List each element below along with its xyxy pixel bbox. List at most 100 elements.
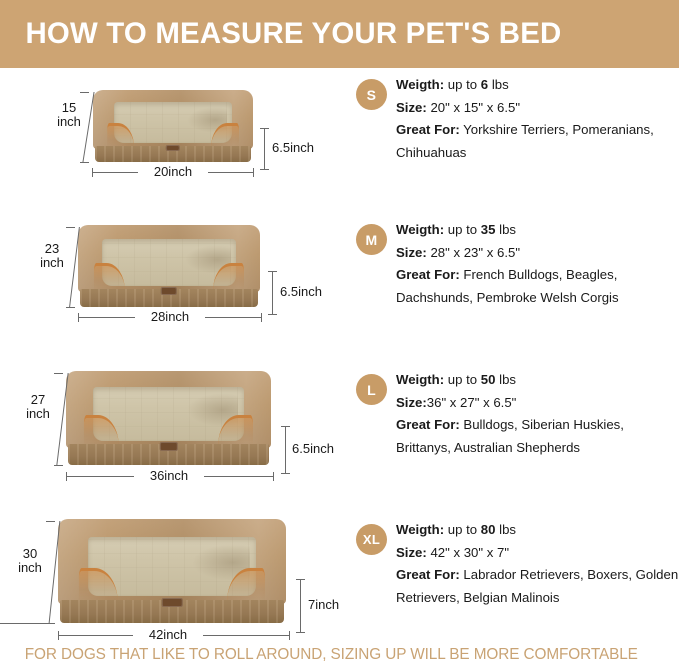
dim-tick-width-right-l	[273, 472, 274, 481]
size-info-m: M Weigth: up to 35 lbs Size: 28" x 23" x…	[345, 205, 679, 355]
dim-tick-width-left-m	[78, 313, 79, 322]
dim-label-height-m: 6.5inch	[280, 284, 322, 299]
bed-figure-s: 15 inch 20inch 6.5inch	[0, 68, 345, 218]
great-for-line-s: Great For: Yorkshire Terriers, Pomerania…	[396, 119, 679, 164]
weight-line-l: Weigth: up to 50 lbs	[396, 369, 679, 392]
great-for-value-m: French Bulldogs, Beagles, Dachshunds, Pe…	[396, 267, 619, 306]
bed-base	[94, 146, 252, 162]
great-for-value-xl: Labrador Retrievers, Boxers, Golden Retr…	[396, 567, 679, 606]
dim-label-depth-s: 15 inch	[57, 100, 81, 130]
dim-tick-width-left-s	[92, 168, 93, 177]
size-value-s: 20" x 15" x 6.5"	[426, 99, 521, 115]
dim-label-height-l: 6.5inch	[292, 441, 334, 456]
dim-tick-height-bottom-xl	[296, 632, 305, 633]
size-details-xl: Weigth: up to 80 lbs Size: 42" x 30" x 7…	[396, 519, 679, 610]
bed-cushion	[87, 536, 257, 596]
weight-line-xl: Weigth: up to 80 lbs	[396, 519, 679, 542]
bed-brand-patch	[161, 598, 183, 608]
weight-label-l: Weigth:	[396, 372, 445, 387]
dim-tick-height-top-xl	[296, 579, 305, 580]
dim-tick-width-right-m	[261, 313, 262, 322]
footer: FOR DOGS THAT LIKE TO ROLL AROUND, SIZIN…	[0, 646, 679, 664]
dim-tick-height-top-l	[281, 426, 290, 427]
size-line-s: Size: 20" x 15" x 6.5"	[396, 97, 679, 120]
dim-line-height-l	[285, 426, 286, 474]
dim-label-height-s: 6.5inch	[272, 140, 314, 155]
weight-label-m: Weigth:	[396, 222, 445, 237]
bed-figure-xl: 30 inch 42inch 7inch	[0, 505, 345, 665]
weight-value-m: 35	[480, 222, 496, 237]
size-row-xl: 30 inch 42inch 7inch XL Weigth: up to 80…	[0, 505, 679, 665]
bed-brand-patch	[165, 144, 181, 152]
size-label-s: Size:	[396, 99, 427, 115]
great-for-value-l: Bulldogs, Siberian Huskies, Brittanys, A…	[396, 417, 624, 456]
bed-illustration-m	[78, 225, 260, 307]
great-for-line-m: Great For: French Bulldogs, Beagles, Dac…	[396, 264, 679, 309]
dim-tick-height-bottom-l	[281, 473, 290, 474]
bed-brand-patch	[160, 287, 178, 295]
dim-tick-depth-bottom-m	[66, 307, 75, 308]
size-value-m: 28" x 23" x 6.5"	[426, 244, 521, 260]
bed-figure-m: 23 inch 28inch 6.5inch	[0, 205, 345, 355]
dim-tick-depth-bottom-s	[80, 162, 89, 163]
weight-value-l: 50	[480, 372, 496, 387]
size-label-xl: Size:	[396, 544, 427, 560]
dim-tick-depth-top-l	[54, 373, 63, 374]
size-label-m: Size:	[396, 244, 427, 260]
dim-line-height-s	[264, 128, 265, 170]
bed-illustration-s	[93, 90, 253, 162]
dim-label-depth-m: 23 inch	[40, 241, 64, 271]
size-info-s: S Weigth: up to 6 lbs Size: 20" x 15" x …	[345, 68, 679, 218]
dim-label-height-xl: 7inch	[308, 597, 340, 612]
dim-label-depth-xl: 30 inch	[18, 546, 42, 576]
size-badge-l: L	[356, 374, 387, 405]
weight-line-m: Weigth: up to 35 lbs	[396, 219, 679, 242]
great-for-line-l: Great For: Bulldogs, Siberian Huskies, B…	[396, 414, 679, 459]
dim-tick-depth-top-m	[66, 227, 75, 228]
dim-tick-depth-bottom-xl	[46, 623, 55, 624]
dim-tick-width-left-l	[66, 472, 67, 481]
size-line-xl: Size: 42" x 30" x 7"	[396, 542, 679, 565]
weight-line-s: Weigth: up to 6 lbs	[396, 74, 679, 97]
dim-label-width-m: 28inch	[135, 309, 205, 325]
size-info-xl: XL Weigth: up to 80 lbs Size: 42" x 30" …	[345, 505, 679, 665]
size-value-xl: 42" x 30" x 7"	[426, 544, 510, 560]
dim-tick-depth-top-xl	[46, 521, 55, 522]
great-for-value-s: Yorkshire Terriers, Pomeranians, Chihuah…	[396, 122, 654, 161]
weight-label-s: Weigth:	[396, 77, 445, 92]
bed-figure-l: 27 inch 36inch 6.5inch	[0, 355, 345, 505]
weight-value-s: 6	[480, 77, 489, 92]
weight-unit-m: lbs	[499, 222, 516, 237]
weight-unit-l: lbs	[499, 372, 516, 387]
weight-prefix-l: up to	[447, 372, 478, 387]
size-value-l: 36" x 27" x 6.5"	[426, 394, 517, 410]
dim-tick-width-right-xl	[289, 631, 290, 640]
bed-base	[60, 600, 284, 623]
size-badge-s: S	[356, 79, 387, 110]
weight-unit-xl: lbs	[499, 522, 516, 537]
dim-tick-depth-bottom-l	[54, 465, 63, 466]
size-rows: 15 inch 20inch 6.5inch S Weigth: up to 6…	[0, 68, 679, 643]
size-row-s: 15 inch 20inch 6.5inch S Weigth: up to 6…	[0, 68, 679, 218]
dim-label-width-l: 36inch	[134, 468, 204, 484]
dim-tick-height-bottom-s	[260, 169, 269, 170]
great-for-label-s: Great For:	[396, 122, 460, 138]
size-line-m: Size: 28" x 23" x 6.5"	[396, 242, 679, 265]
size-badge-xl: XL	[356, 524, 387, 555]
dim-tick-height-bottom-m	[268, 314, 277, 315]
dim-line-height-xl	[300, 579, 301, 633]
bed-illustration-l	[66, 371, 271, 465]
weight-prefix-xl: up to	[447, 522, 478, 537]
great-for-label-xl: Great For:	[396, 567, 460, 583]
dim-tick-height-top-s	[260, 128, 269, 129]
dim-line-height-m	[272, 271, 273, 315]
weight-label-xl: Weigth:	[396, 522, 445, 537]
bed-base	[68, 444, 269, 465]
page-title: HOW TO MEASURE YOUR PET'S BED	[25, 17, 562, 50]
dim-label-width-s: 20inch	[138, 164, 208, 180]
great-for-label-m: Great For:	[396, 267, 460, 283]
weight-prefix-s: up to	[447, 77, 478, 92]
size-details-l: Weigth: up to 50 lbs Size:36" x 27" x 6.…	[396, 369, 679, 460]
weight-value-xl: 80	[480, 522, 496, 537]
header-banner: HOW TO MEASURE YOUR PET'S BED	[0, 0, 679, 68]
